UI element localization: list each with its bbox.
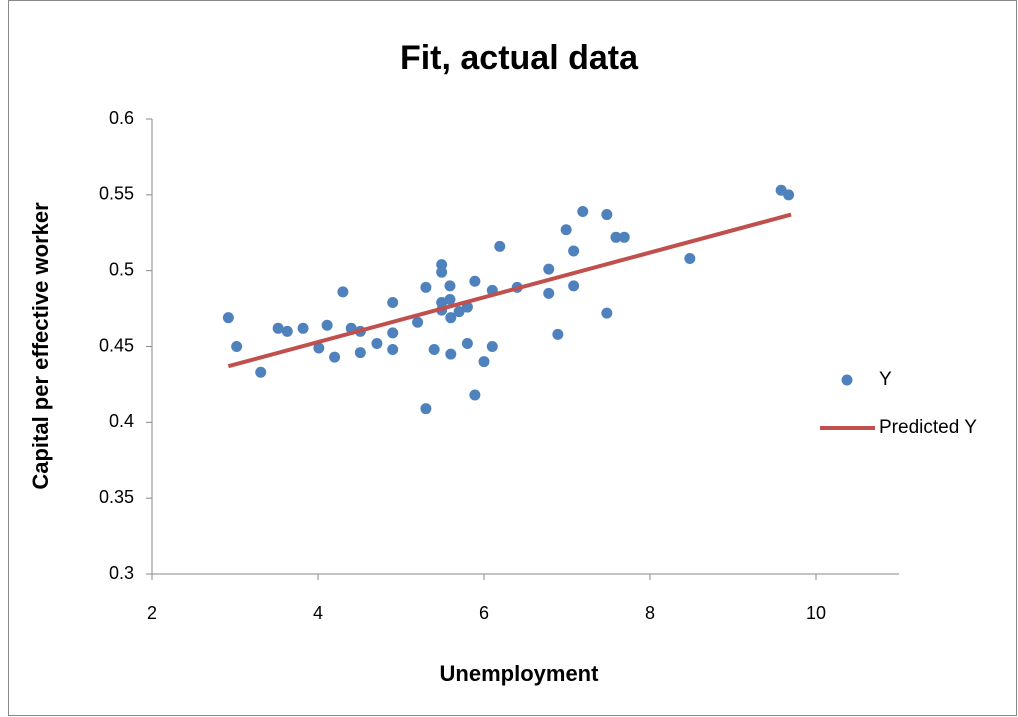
data-point: [371, 337, 383, 349]
data-point: [478, 356, 490, 368]
data-point: [387, 327, 399, 339]
data-point: [610, 231, 622, 243]
data-point: [577, 206, 589, 218]
x-axis-label: Unemployment: [440, 661, 600, 686]
data-point: [543, 263, 555, 275]
data-point: [684, 253, 696, 265]
data-point: [486, 341, 498, 352]
data-point: [436, 266, 448, 278]
data-point: [601, 307, 613, 319]
data-point: [568, 245, 580, 257]
data-point: [469, 389, 481, 401]
data-point: [272, 322, 284, 334]
data-point: [445, 312, 457, 324]
data-point: [354, 347, 366, 359]
data-point: [552, 328, 564, 340]
data-point: [461, 337, 473, 349]
y-tick-label: 0.6: [109, 108, 134, 128]
data-point: [281, 325, 293, 337]
data-point: [436, 259, 448, 271]
data-point: [255, 366, 267, 378]
x-tick-label: 2: [147, 603, 157, 623]
chart-border: [8, 0, 1017, 716]
data-point: [618, 231, 630, 243]
y-tick-label: 0.45: [99, 335, 134, 355]
data-point: [420, 281, 432, 293]
data-point: [428, 344, 440, 356]
data-point: [222, 312, 234, 324]
data-point: [313, 342, 325, 354]
data-point: [337, 286, 349, 298]
fit-line: [227, 212, 792, 369]
data-point: [444, 293, 456, 305]
data-point: [444, 280, 456, 292]
data-point: [387, 344, 399, 356]
data-point: [560, 224, 572, 236]
x-tick-label: 4: [313, 603, 323, 623]
y-axis-label: Capital per effective worker: [28, 202, 53, 490]
legend-label: Predicted Y: [879, 417, 977, 438]
legend-label: Y: [879, 369, 892, 390]
data-point: [412, 316, 424, 328]
data-point: [436, 297, 448, 309]
data-point: [231, 341, 243, 352]
y-tick-label: 0.55: [99, 184, 134, 204]
x-tick-label: 10: [806, 603, 826, 623]
data-point: [601, 209, 613, 221]
data-point: [494, 240, 506, 252]
data-point: [329, 351, 341, 363]
y-tick-label: 0.35: [99, 487, 134, 507]
data-point: [453, 306, 465, 318]
data-point: [387, 297, 399, 309]
data-point: [568, 280, 580, 292]
data-point: [445, 348, 457, 360]
x-tick-label: 8: [645, 603, 655, 623]
data-point: [420, 403, 432, 415]
y-tick-label: 0.4: [109, 411, 134, 431]
data-point: [469, 275, 481, 287]
data-point: [783, 189, 795, 201]
y-tick-label: 0.3: [109, 563, 134, 583]
x-tick-label: 6: [479, 603, 489, 623]
data-point: [297, 322, 309, 334]
data-point: [321, 319, 333, 331]
legend-swatch: [841, 374, 853, 386]
chart-title: Fit, actual data: [400, 39, 639, 77]
data-point: [543, 287, 555, 299]
y-tick-label: 0.5: [109, 259, 134, 279]
